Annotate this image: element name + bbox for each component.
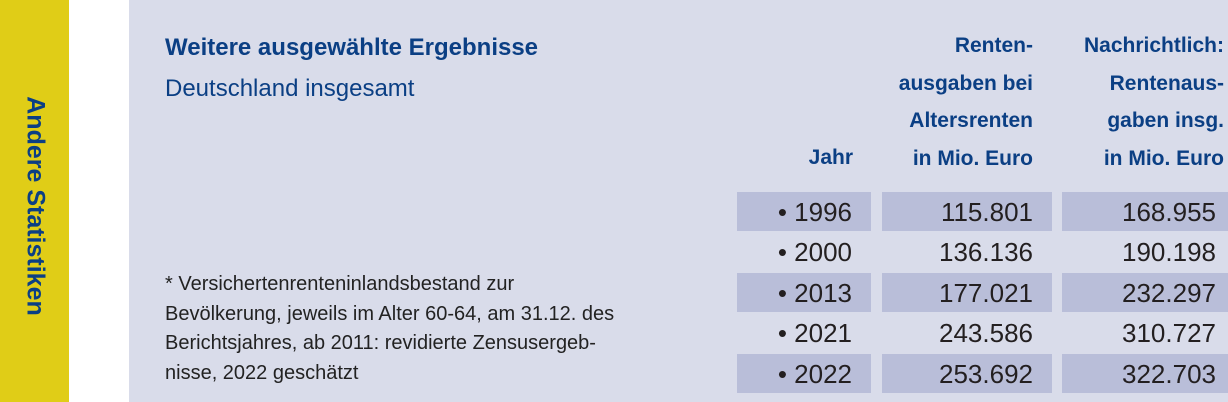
column-header-insgesamt: Nachrichtlich: Rentenaus- gaben insg. in… [1040, 27, 1224, 177]
footnote: * Versichertenrenteninlandsbestand zur B… [165, 270, 725, 388]
footnote-line: Berichtsjahres, ab 2011: revidierte Zens… [165, 332, 596, 354]
footnote-line: Bevölkerung, jeweils im Alter 60-64, am … [165, 302, 615, 325]
footnote-line: * Versichertenrenteninlandsbestand zur [165, 273, 515, 295]
table-cell-insgesamt: 168.955 [1062, 192, 1228, 231]
table-cell-altersrenten: 243.586 [939, 318, 1033, 348]
header-line: Altersrenten [909, 109, 1033, 132]
table-cell-altersrenten: 115.801 [882, 192, 1052, 231]
table-cell-year: • 2021 [777, 318, 852, 348]
table-cell-altersrenten: 136.136 [939, 237, 1033, 267]
page-subtitle: Deutschland insgesamt [165, 75, 415, 102]
sidebar: Andere Statistiken [0, 0, 69, 402]
table-cell-insgesamt: 232.297 [1062, 273, 1228, 312]
header-line: Renten- [954, 34, 1033, 57]
column-header-altersrenten: Renten- ausgaben bei Altersrenten in Mio… [860, 27, 1033, 177]
table-cell-altersrenten: 177.021 [882, 273, 1052, 312]
header-line: in Mio. Euro [912, 146, 1033, 170]
sidebar-label: Andere Statistiken [21, 96, 50, 316]
table-cell-insgesamt: 310.727 [1122, 318, 1216, 348]
column-header-jahr: Jahr [740, 139, 853, 177]
table-cell-insgesamt: 190.198 [1122, 237, 1216, 267]
table-cell-year: • 1996 [737, 192, 871, 231]
header-line: Rentenaus- [1109, 71, 1224, 95]
header-line: gaben insg. [1107, 109, 1224, 132]
page-title: Weitere ausgewählte Ergebnisse [165, 34, 539, 61]
table-cell-insgesamt: 322.703 [1062, 354, 1228, 393]
header-line: ausgaben bei [898, 71, 1033, 95]
table-cell-year: • 2000 [777, 237, 852, 267]
table-cell-altersrenten: 253.692 [882, 354, 1052, 393]
header-line: Jahr [808, 146, 853, 169]
footnote-line: nisse, 2022 geschätzt [165, 361, 359, 384]
header-line: in Mio. Euro [1103, 146, 1224, 170]
table-cell-year: • 2022 [737, 354, 871, 393]
header-line: Nachrichtlich: [1083, 34, 1224, 57]
table-cell-year: • 2013 [737, 273, 871, 312]
